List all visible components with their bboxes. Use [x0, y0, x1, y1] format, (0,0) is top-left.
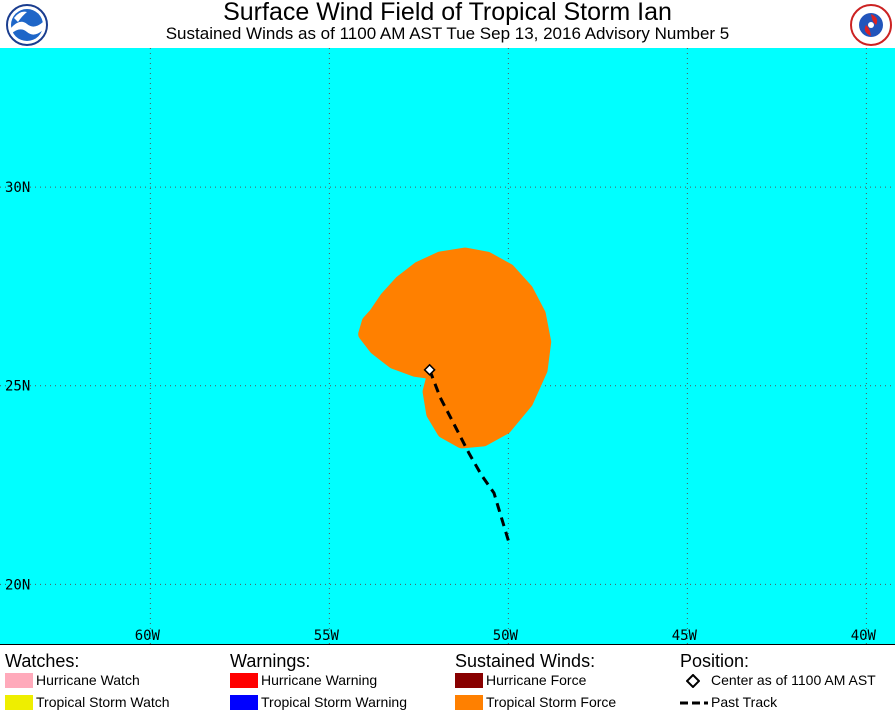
storm-center-marker — [423, 363, 436, 376]
map-subtitle: Sustained Winds as of 1100 AM AST Tue Se… — [165, 24, 730, 43]
legend: Watches: Hurricane Watch Tropical Storm … — [0, 644, 895, 717]
legend-sustained-winds-heading: Sustained Winds: — [455, 651, 596, 671]
legend-watches-heading: Watches: — [5, 651, 80, 671]
hurricane-warning-label: Hurricane Warning — [261, 672, 378, 688]
wind-field-map: 30N 25N 20N 60W 55W 50W 45W 40W — [0, 48, 895, 644]
center-position-label: Center as of 1100 AM AST — [711, 672, 876, 688]
latitude-label: 30N — [5, 180, 30, 196]
hurricane-watch-label: Hurricane Watch — [36, 672, 140, 688]
header: Surface Wind Field of Tropical Storm Ian… — [0, 0, 895, 48]
legend-position-heading: Position: — [680, 651, 750, 671]
past-track-line — [428, 369, 510, 542]
lat-lon-grid — [0, 48, 895, 644]
map-title: Surface Wind Field of Tropical Storm Ian — [223, 0, 672, 26]
past-track-label: Past Track — [711, 694, 778, 710]
tropical-storm-force-label: Tropical Storm Force — [486, 694, 617, 710]
hurricane-force-swatch — [455, 673, 483, 688]
hurricane-warning-swatch — [230, 673, 258, 688]
longitude-label: 60W — [135, 628, 161, 644]
tropical-storm-watch-swatch — [5, 695, 33, 710]
longitude-label: 55W — [314, 628, 340, 644]
noaa-logo-icon — [6, 4, 48, 46]
tropical-storm-force-swatch — [455, 695, 483, 710]
latitude-labels: 30N 25N 20N — [5, 180, 30, 593]
legend-warnings-heading: Warnings: — [230, 651, 311, 671]
longitude-labels: 60W 55W 50W 45W 40W — [135, 628, 877, 644]
tropical-storm-watch-label: Tropical Storm Watch — [36, 694, 170, 710]
hurricane-watch-swatch — [5, 673, 33, 688]
hurricane-force-label: Hurricane Force — [486, 672, 587, 688]
national-weather-service-logo-icon — [850, 4, 892, 46]
storm-center-diamond — [423, 363, 436, 376]
longitude-label: 45W — [672, 628, 698, 644]
latitude-label: 25N — [5, 379, 30, 395]
dashed-line-icon — [680, 701, 708, 705]
latitude-label: 20N — [5, 577, 30, 593]
diamond-icon — [686, 674, 700, 688]
tropical-storm-warning-swatch — [230, 695, 258, 710]
tropical-storm-warning-label: Tropical Storm Warning — [261, 694, 408, 710]
longitude-label: 50W — [493, 628, 519, 644]
tropical-storm-force-area — [358, 247, 552, 449]
longitude-label: 40W — [851, 628, 877, 644]
